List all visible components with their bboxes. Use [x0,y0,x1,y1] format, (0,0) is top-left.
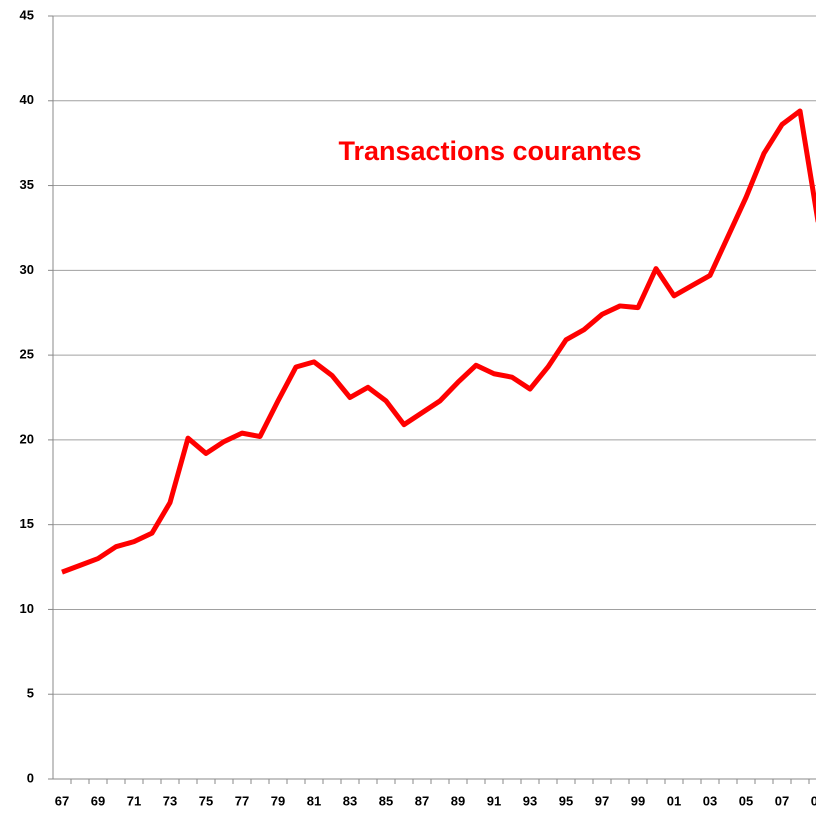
x-tick-label: 03 [703,793,717,808]
x-tick-label: 89 [451,793,465,808]
x-tick-label: 91 [487,793,501,808]
x-tick-label: 73 [163,793,177,808]
x-tick-label: 09 [811,793,816,808]
y-tick-label: 20 [20,431,34,446]
y-tick-label: 0 [27,770,34,785]
x-tick-label: 99 [631,793,645,808]
chart-title: Transactions courantes [338,136,641,166]
y-tick-label: 25 [20,347,34,362]
y-tick-label: 35 [20,177,34,192]
x-tick-label: 71 [127,793,141,808]
x-tick-label: 79 [271,793,285,808]
x-tick-label: 83 [343,793,357,808]
y-tick-label: 10 [20,601,34,616]
x-tick-label: 87 [415,793,429,808]
y-tick-label: 15 [20,516,34,531]
x-tick-label: 77 [235,793,249,808]
y-tick-label: 5 [27,686,34,701]
x-tick-label: 69 [91,793,105,808]
x-tick-label: 05 [739,793,753,808]
x-tick-label: 81 [307,793,321,808]
y-tick-label: 30 [20,262,34,277]
x-tick-label: 67 [55,793,69,808]
x-tick-label: 97 [595,793,609,808]
x-tick-label: 95 [559,793,573,808]
x-tick-label: 07 [775,793,789,808]
x-tick-label: 93 [523,793,537,808]
x-tick-label: 85 [379,793,393,808]
data-line [61,108,816,575]
y-tick-label: 45 [20,7,34,22]
x-tick-label: 75 [199,793,213,808]
y-tick-label: 40 [20,92,34,107]
x-tick-label: 01 [667,793,681,808]
